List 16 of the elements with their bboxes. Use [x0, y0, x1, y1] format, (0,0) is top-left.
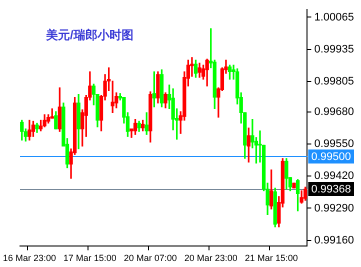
- y-tick-label: 0.99290: [314, 202, 354, 214]
- ref-line-label: 0.99368: [311, 184, 352, 196]
- y-tick-label: 0.99935: [314, 43, 354, 56]
- text: 美元/瑞郎小时图: [45, 28, 134, 42]
- y-tick-label: 0.99420: [314, 170, 354, 182]
- y-tick-label: 0.99160: [314, 234, 354, 246]
- x-tick-label: 16 Mar 23:00: [2, 253, 56, 264]
- y-tick-label: 1.00065: [314, 11, 354, 24]
- ref-line-label: 0.99500: [311, 151, 352, 164]
- y-tick-label: 0.99805: [314, 75, 354, 88]
- x-tick-label: 20 Mar 07:00: [124, 253, 177, 264]
- x-tick-label: 20 Mar 23:00: [184, 253, 238, 264]
- x-tick-label: 21 Mar 15:00: [244, 253, 298, 264]
- y-tick-label: 0.99550: [314, 138, 354, 150]
- y-tick-label: 0.99680: [314, 106, 354, 118]
- x-tick-label: 17 Mar 15:00: [63, 253, 116, 264]
